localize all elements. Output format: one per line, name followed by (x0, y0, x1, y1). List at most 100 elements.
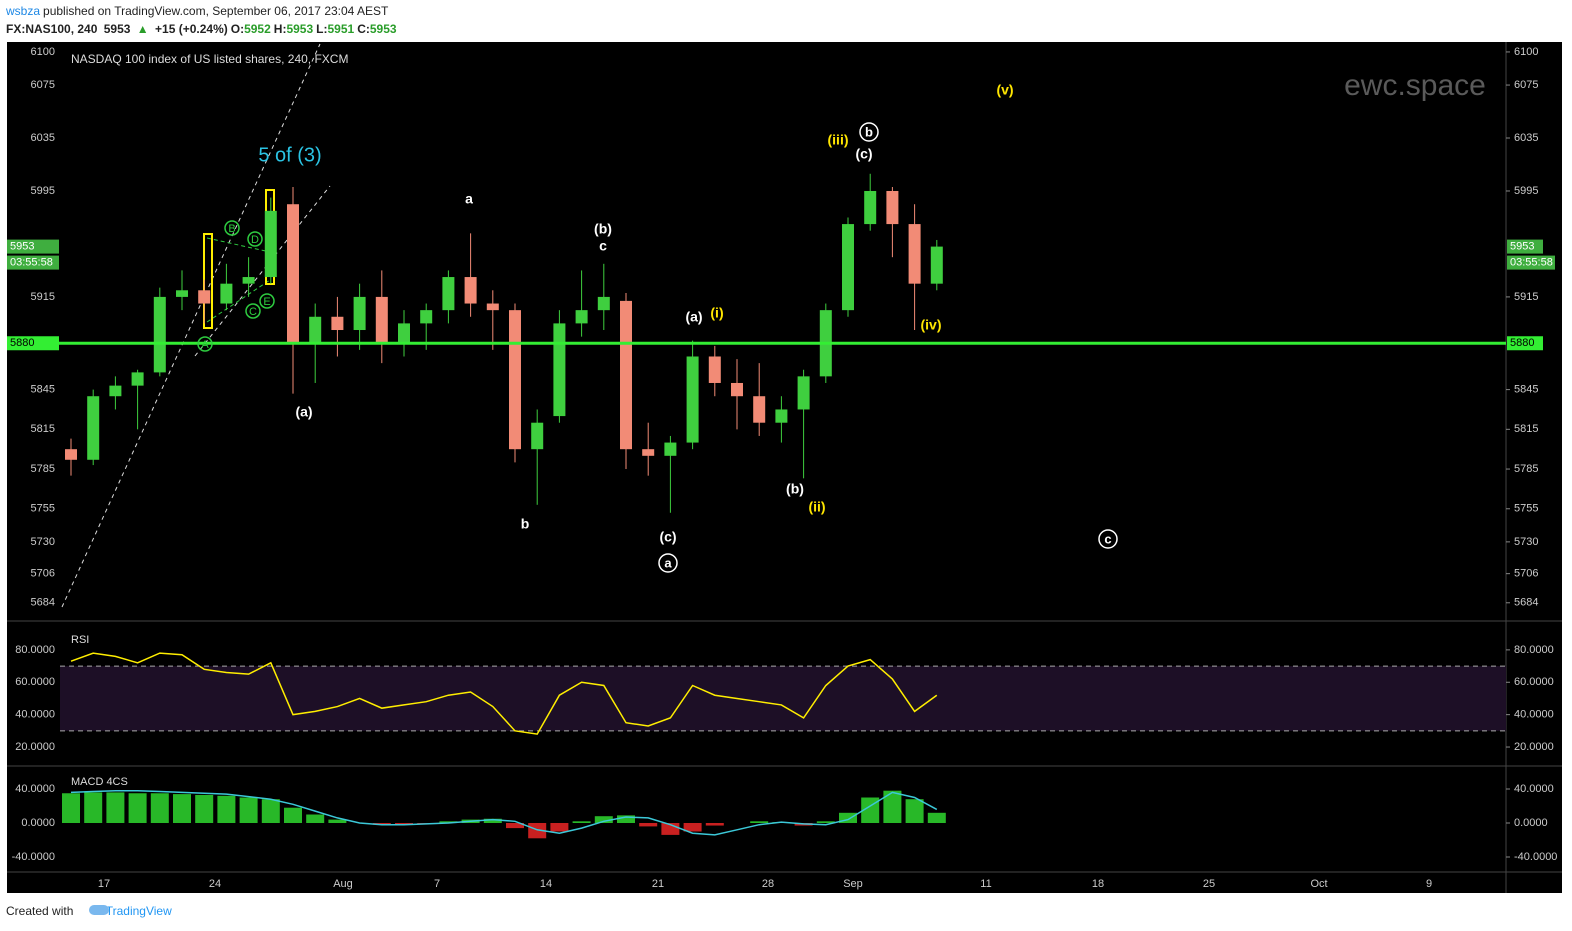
signal-line (70, 789, 938, 836)
candle-body (620, 300, 632, 450)
annotation: a (465, 191, 473, 207)
y-tick-label: 80.0000 (15, 644, 55, 656)
rsi-band (60, 666, 1506, 731)
countdown: 03:55:58 (1510, 256, 1553, 268)
triangle-line (206, 237, 271, 253)
annotation-circle (245, 303, 261, 319)
candle-body (486, 303, 499, 311)
change: +15 (+0.24%) (155, 22, 228, 36)
annotation: (c) (659, 529, 676, 545)
annotation: A (201, 339, 209, 351)
histogram-bar (106, 792, 125, 824)
histogram-bar (794, 823, 813, 826)
brand[interactable]: TradingView (105, 904, 172, 918)
histogram-bar (839, 812, 857, 824)
price-badge (1507, 239, 1543, 254)
candle-body (642, 449, 655, 456)
x-tick-label: 7 (434, 878, 440, 890)
ohlc-value: 5951 (327, 22, 355, 36)
histogram-bar (128, 793, 147, 824)
highlight-box (203, 233, 213, 329)
header-line-2: FX:NAS100, 240 5953 ▲ +15 (+0.24%) O:5952… (6, 22, 403, 36)
y-tick-label: 20.0000 (15, 741, 55, 753)
candle-body (309, 316, 322, 344)
ohlc: O:5952 H:5953 L:5951 C:5953 (231, 22, 400, 36)
y-tick-label: 5845 (31, 384, 55, 396)
annotation: b (521, 516, 530, 532)
annotation: (ii) (808, 499, 825, 515)
x-tick-label: 17 (98, 878, 110, 890)
countdown-badge (1507, 255, 1555, 270)
y-tick-label: 6100 (1514, 46, 1538, 58)
candle-body (553, 323, 566, 417)
candle-body (375, 296, 388, 344)
annotation: (c) (855, 146, 872, 162)
last-price: 5953 (103, 22, 131, 36)
created-with: Created with (6, 904, 74, 918)
histogram-bar (395, 823, 413, 825)
histogram-bar (550, 823, 569, 832)
channel-line (61, 43, 321, 608)
user[interactable]: wsbza (6, 4, 41, 18)
ohlc-value: 5953 (286, 22, 314, 36)
histogram-bar (195, 794, 214, 824)
x-tick-label: 24 (209, 878, 221, 890)
annotation-circle (1098, 529, 1118, 549)
candle-body (864, 190, 877, 225)
candle-body (287, 204, 299, 344)
histogram-bar (461, 819, 480, 824)
candle-body (109, 385, 122, 397)
histogram-bar (261, 799, 280, 824)
x-tick-label: 9 (1426, 878, 1432, 890)
histogram-bar (150, 793, 169, 824)
histogram-bar (883, 790, 902, 824)
x-tick-label: Oct (1310, 878, 1327, 890)
y-tick-label: 5915 (1514, 291, 1538, 303)
annotation: 5 of (3) (258, 144, 321, 166)
y-tick-label: 5845 (1514, 384, 1538, 396)
y-tick-label: 60.0000 (15, 676, 55, 688)
histogram-bar (506, 823, 524, 829)
pane-title: MACD 4CS (71, 776, 128, 788)
candle-body (65, 449, 77, 460)
y-tick-label: 6035 (1514, 132, 1538, 144)
histogram-bar (617, 815, 635, 824)
annotation: (iii) (828, 132, 849, 148)
histogram-bar (173, 794, 191, 824)
y-tick-label: 40.0000 (1514, 709, 1554, 721)
candle-body (420, 310, 433, 324)
price-badge-label: 5953 (10, 240, 34, 252)
x-tick-label: Aug (333, 878, 353, 890)
candle-body (509, 310, 521, 450)
y-tick-label: 0.0000 (21, 817, 55, 829)
annotation: (b) (786, 481, 804, 497)
y-tick-label: 5815 (1514, 423, 1538, 435)
annotation: (iv) (921, 317, 942, 333)
annotation: C (249, 306, 257, 318)
annotation: c (599, 238, 607, 254)
candle-body (775, 409, 788, 423)
candle-body (930, 246, 943, 284)
histogram-bar (861, 797, 880, 824)
histogram-bar (284, 807, 302, 824)
ohlc-key: H: (273, 22, 287, 36)
candle-body (220, 283, 233, 304)
candle-body (331, 316, 344, 331)
annotation-circle (859, 122, 879, 142)
histogram-bar (306, 814, 325, 824)
histogram-bar (772, 822, 791, 824)
candle-body (575, 310, 588, 324)
price-badge (1507, 336, 1543, 351)
histogram-bar (750, 821, 769, 824)
candle-body (87, 396, 100, 460)
y-tick-label: -40.0000 (12, 851, 55, 863)
symbol: FX:NAS100, 240 (6, 22, 98, 36)
pane-title: RSI (71, 634, 89, 646)
histogram-bar (594, 816, 613, 824)
y-tick-label: 5815 (31, 423, 55, 435)
header-line-1: wsbza published on TradingView.com, Septe… (6, 4, 391, 18)
histogram-bar (927, 812, 946, 824)
x-tick-label: Sep (843, 878, 863, 890)
